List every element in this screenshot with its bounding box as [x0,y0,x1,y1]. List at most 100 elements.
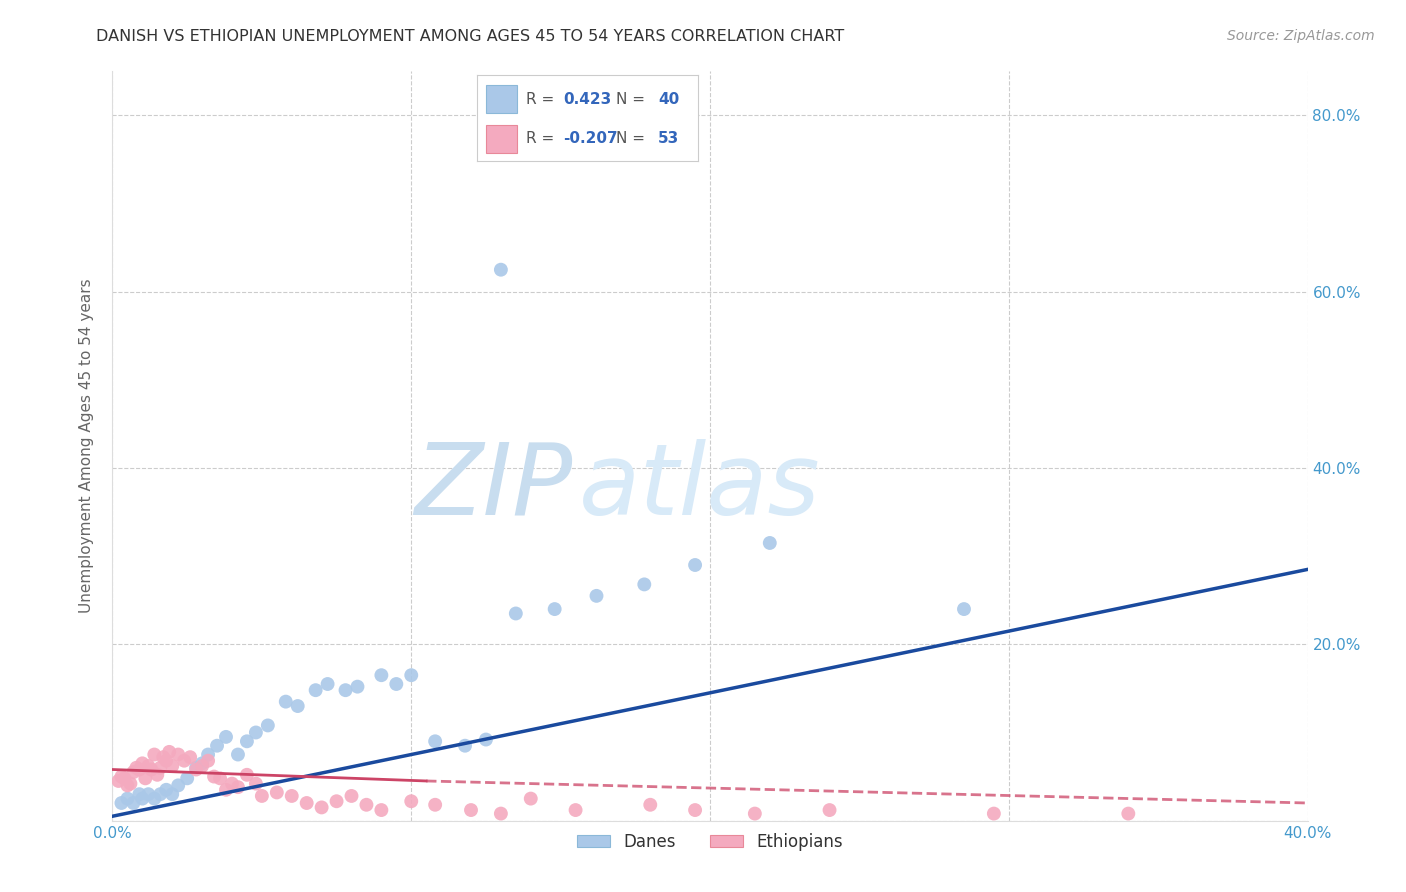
Point [149,761,172,775]
Point [454,739,477,753]
Point [186,763,208,777]
Point [683,558,706,572]
Point [191,759,214,773]
Point [155,782,177,797]
Point [110,796,132,810]
Point [425,734,447,748]
Point [125,761,148,775]
Point [167,778,190,792]
Point [179,750,201,764]
Point [356,797,378,812]
Point [370,668,392,682]
Point [585,589,607,603]
Point [138,787,160,801]
Point [186,761,208,775]
Point [134,772,156,786]
Point [425,797,447,812]
Point [128,787,150,801]
Point [205,739,228,753]
Point [250,789,273,803]
Point [155,754,177,768]
Point [141,763,163,777]
Point [335,683,357,698]
Point [640,797,662,812]
Text: ZIP: ZIP [415,439,572,536]
Point [475,732,498,747]
Point [287,699,309,714]
Point [191,756,214,771]
Point [202,770,225,784]
Point [460,803,482,817]
Point [311,800,333,814]
Point [759,536,782,550]
Point [683,803,706,817]
Point [146,768,169,782]
Point [633,577,655,591]
Point [818,803,841,817]
Point [143,791,166,805]
Point [257,718,280,732]
Point [122,796,145,810]
Point [325,794,347,808]
Point [316,677,339,691]
Point [197,754,219,768]
Point [215,782,238,797]
Point [167,747,190,762]
Point [236,734,259,748]
Point [128,763,150,777]
Point [505,607,527,621]
Point [209,772,232,786]
Point [370,803,392,817]
Point [143,747,166,762]
Point [401,668,423,682]
Point [226,747,249,762]
Point [744,806,766,821]
Point [131,756,153,771]
Point [489,262,512,277]
Point [122,765,145,780]
Point [157,745,180,759]
Legend: Danes, Ethiopians: Danes, Ethiopians [571,826,849,857]
Point [385,677,408,691]
Point [120,776,142,790]
Point [295,796,318,810]
Point [236,768,259,782]
Point [274,695,297,709]
Y-axis label: Unemployment Among Ages 45 to 54 years: Unemployment Among Ages 45 to 54 years [79,278,94,614]
Point [131,791,153,805]
Point [117,791,139,805]
Point [173,754,195,768]
Point [107,774,129,789]
Point [152,750,174,764]
Point [149,787,172,801]
Point [176,772,198,786]
Text: Source: ZipAtlas.com: Source: ZipAtlas.com [1227,29,1375,43]
Text: atlas: atlas [579,439,820,536]
Point [1118,806,1140,821]
Point [266,785,288,799]
Point [983,806,1005,821]
Point [226,780,249,794]
Point [110,770,132,784]
Point [245,776,267,790]
Point [162,787,183,801]
Point [162,759,183,773]
Point [221,776,243,790]
Point [489,806,512,821]
Point [305,683,328,698]
Point [117,778,139,792]
Point [953,602,976,616]
Point [197,747,219,762]
Point [564,803,586,817]
Point [138,759,160,773]
Point [340,789,363,803]
Point [281,789,304,803]
Point [543,602,565,616]
Point [401,794,423,808]
Point [245,725,267,739]
Text: DANISH VS ETHIOPIAN UNEMPLOYMENT AMONG AGES 45 TO 54 YEARS CORRELATION CHART: DANISH VS ETHIOPIAN UNEMPLOYMENT AMONG A… [96,29,844,44]
Point [520,791,543,805]
Point [215,730,238,744]
Point [346,680,368,694]
Point [114,772,135,786]
